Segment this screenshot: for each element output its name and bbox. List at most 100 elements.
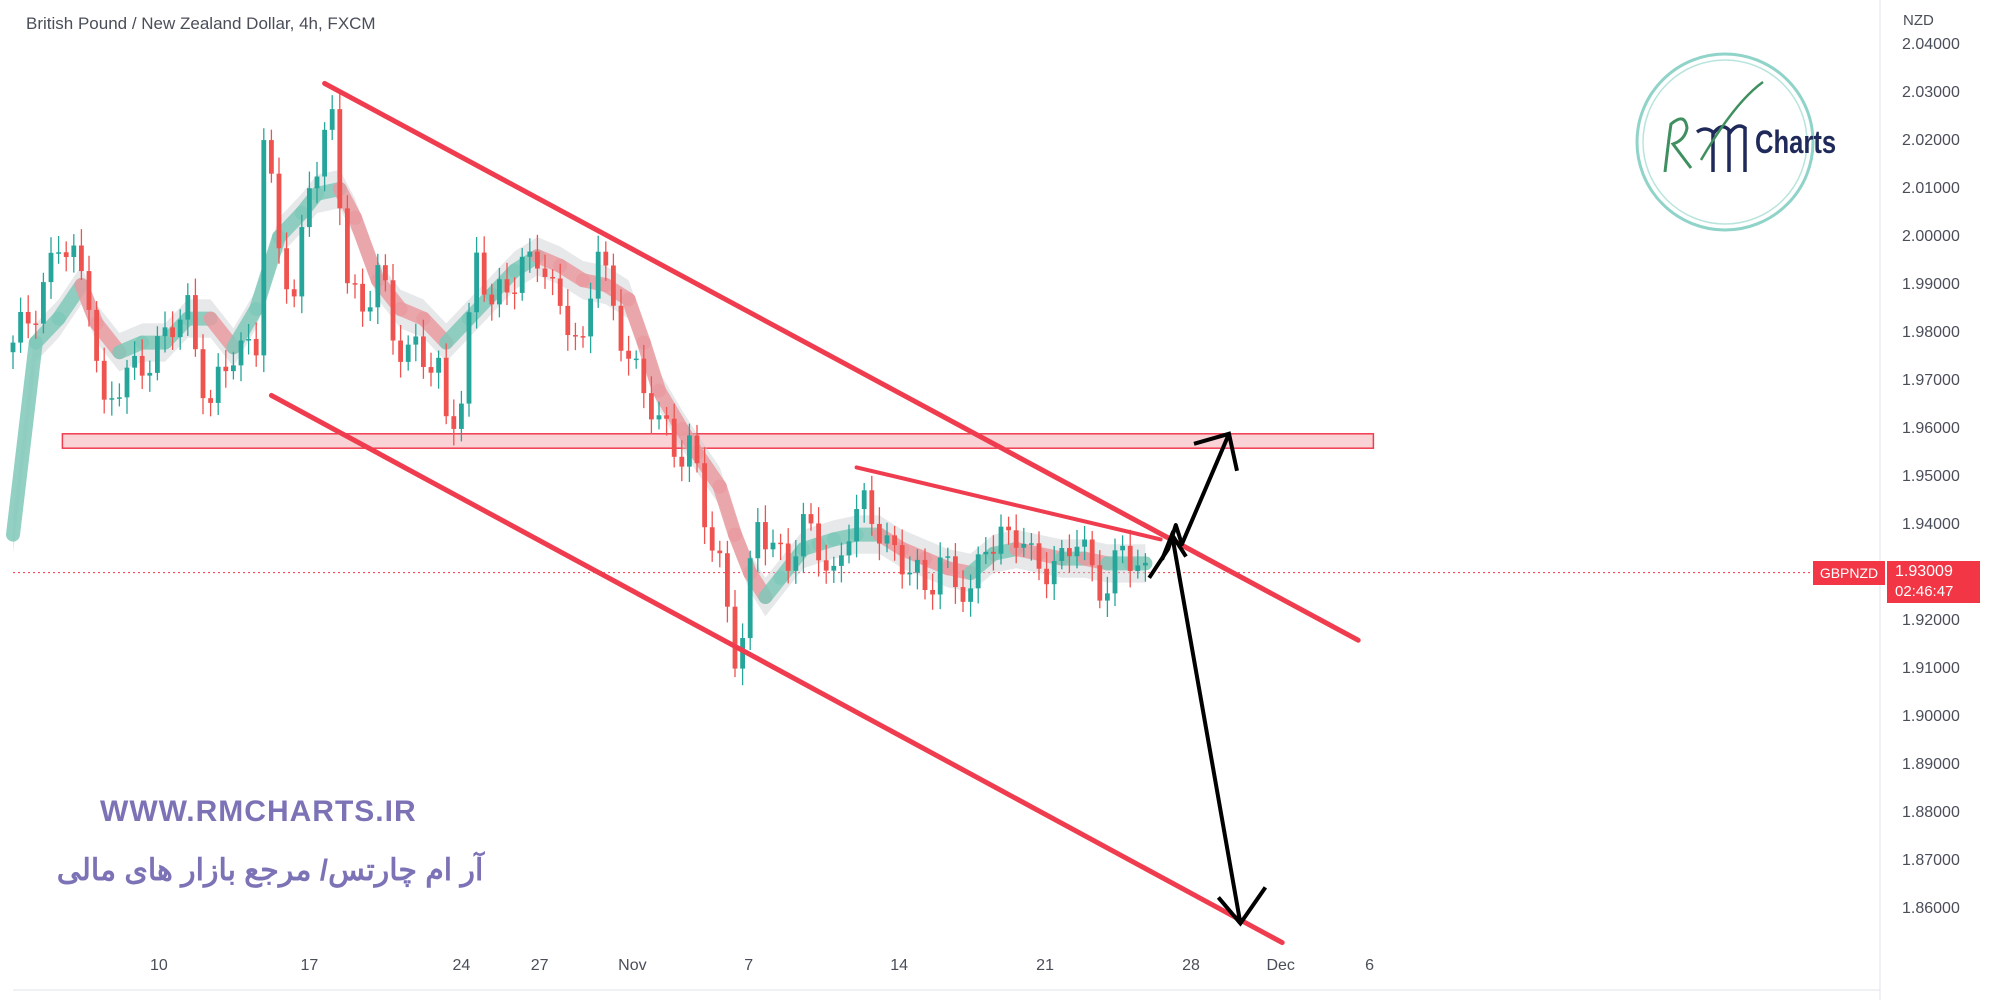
candle-body	[337, 109, 343, 209]
price-tick-label: 1.90000	[1902, 708, 1960, 725]
candle-body	[208, 398, 213, 403]
candle-body	[664, 415, 669, 419]
candle-body	[854, 509, 859, 542]
candle-body	[626, 350, 631, 359]
candle-body	[177, 319, 183, 338]
candle-body	[1006, 526, 1011, 531]
candle-body	[839, 555, 844, 566]
candle-body	[937, 557, 943, 595]
candle-body	[246, 339, 251, 341]
channel-lower-line	[268, 392, 1285, 946]
price-tick-label: 1.86000	[1902, 900, 1960, 917]
candle-body	[117, 397, 122, 399]
candle-body	[960, 587, 966, 602]
candle-body	[892, 535, 897, 546]
candle-body	[155, 336, 160, 373]
candle-body	[785, 543, 791, 571]
candle-body	[33, 323, 39, 325]
candle-body	[405, 344, 411, 362]
currency-label: NZD	[1903, 12, 1934, 29]
candle-body	[679, 456, 685, 467]
candle-body	[18, 311, 23, 343]
candle-body	[398, 340, 403, 362]
watermark-persian: آر ام چارتس/ مرجع بازار های مالی	[56, 854, 484, 887]
candle-body	[170, 327, 175, 338]
triangle-top-line	[854, 465, 1163, 542]
price-tick-label: 2.02000	[1902, 132, 1960, 149]
price-tag-symbol: GBPNZD	[1813, 561, 1885, 585]
candle-body	[687, 435, 692, 467]
candle-body	[63, 252, 69, 257]
candle-body	[474, 252, 479, 313]
candle-body	[314, 176, 320, 189]
candle-body	[770, 542, 776, 550]
candle-body	[588, 298, 593, 337]
candle-body	[1112, 550, 1118, 594]
channel-upper-line	[322, 80, 1361, 643]
time-tick-label: 21	[1036, 957, 1054, 974]
candle-body	[375, 265, 381, 308]
bearish-arrow-shaft	[1170, 534, 1243, 924]
candle-body	[641, 358, 647, 394]
candle-body	[459, 403, 464, 429]
candle-body	[56, 252, 61, 254]
candle-body	[573, 335, 578, 337]
ma-ribbon-segment	[348, 210, 385, 288]
candle-body	[831, 565, 837, 571]
candle-body	[124, 367, 130, 398]
candle-body	[763, 522, 768, 550]
candle-body	[656, 415, 662, 420]
time-tick-label: 28	[1182, 957, 1200, 974]
candle-body	[1082, 539, 1087, 547]
candle-body	[717, 550, 723, 554]
ma-ribbon-segment	[6, 335, 43, 542]
price-tick-label: 2.00000	[1902, 228, 1960, 245]
candle-body	[71, 245, 77, 257]
candle-body	[702, 463, 707, 528]
bullish-arrow-path	[1147, 433, 1231, 579]
price-tick-label: 1.96000	[1902, 420, 1960, 437]
candle-body	[352, 283, 358, 285]
candle-body	[1067, 548, 1072, 557]
candle-body	[200, 349, 206, 399]
candle-body	[1051, 560, 1057, 585]
candle-body	[709, 527, 715, 551]
candle-body	[1089, 539, 1095, 566]
candle-body	[968, 588, 973, 602]
time-tick-label: 6	[1365, 957, 1375, 974]
candle-body	[869, 490, 875, 524]
bearish-arrow-top-head	[1160, 530, 1188, 561]
candle-body	[603, 251, 609, 266]
candle-body	[694, 435, 700, 464]
candle-body	[132, 355, 137, 368]
candle-body	[443, 357, 449, 417]
candle-body	[360, 283, 365, 312]
price-tick-label: 1.95000	[1902, 468, 1960, 485]
candle-body	[421, 336, 426, 368]
price-tick-label: 1.92000	[1902, 612, 1960, 629]
candle-body	[215, 366, 221, 403]
candle-body	[497, 279, 502, 305]
candle-body	[991, 551, 996, 554]
candle-body	[611, 265, 616, 306]
candle-body	[1013, 530, 1019, 548]
candle-body	[930, 589, 935, 595]
candle-body	[10, 342, 16, 353]
candle-body	[557, 278, 563, 306]
candle-body	[147, 372, 153, 376]
candle-body	[1120, 545, 1125, 551]
candle-body	[542, 268, 548, 277]
candle-body	[595, 251, 601, 299]
price-tick-label: 1.97000	[1902, 372, 1960, 389]
price-tick-label: 2.03000	[1902, 84, 1960, 101]
candle-body	[747, 558, 753, 639]
candle-body	[1021, 543, 1027, 548]
candle-body	[618, 305, 624, 351]
candle-body	[998, 526, 1004, 554]
candle-body	[284, 248, 289, 290]
candle-body	[725, 553, 730, 607]
price-tag-box: 1.93009 02:46:47	[1887, 561, 1980, 603]
candle-body	[139, 355, 145, 376]
candle-body	[1097, 565, 1103, 601]
